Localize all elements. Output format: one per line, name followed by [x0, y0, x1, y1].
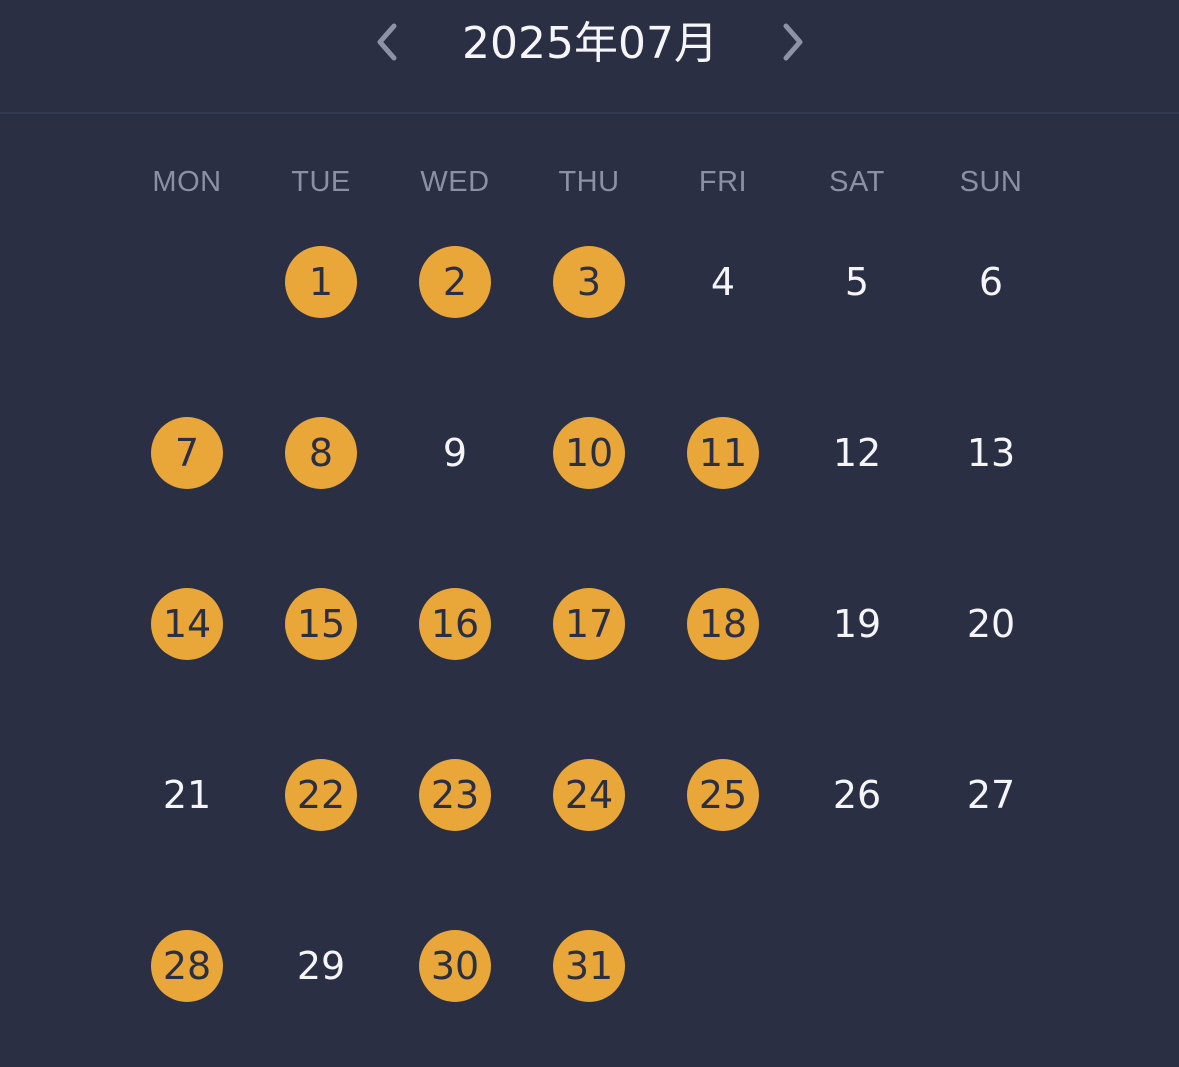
- month-title: 2025年07月: [462, 18, 718, 69]
- calendar-day-13[interactable]: 13: [966, 431, 1016, 475]
- weekday-tue: TUE: [291, 166, 351, 198]
- calendar-day-11[interactable]: 11: [687, 417, 759, 489]
- weekday-header-row: MON TUE WED THU FRI SAT SUN: [120, 160, 1060, 204]
- calendar-day-16[interactable]: 16: [419, 588, 491, 660]
- weekday-thu: THU: [558, 166, 620, 198]
- calendar-day-12[interactable]: 12: [832, 431, 882, 475]
- calendar-day-29[interactable]: 29: [296, 944, 346, 988]
- calendar-day-26[interactable]: 26: [832, 773, 882, 817]
- next-month-button[interactable]: [768, 18, 816, 66]
- calendar-day-14[interactable]: 14: [151, 588, 223, 660]
- calendar-day-21[interactable]: 21: [162, 773, 212, 817]
- calendar-day-8[interactable]: 8: [285, 417, 357, 489]
- calendar-day-18[interactable]: 18: [687, 588, 759, 660]
- calendar-day-25[interactable]: 25: [687, 759, 759, 831]
- calendar-day-grid: 1 2 3 4 5 6 7 8 9 10 11 12 13 14 15 16 17 18 19 20 21 22 23 24 2…: [120, 196, 1060, 1056]
- calendar-day-15[interactable]: 15: [285, 588, 357, 660]
- calendar-day-24[interactable]: 24: [553, 759, 625, 831]
- calendar-day-28[interactable]: 28: [151, 930, 223, 1002]
- previous-month-button[interactable]: [364, 18, 412, 66]
- weekday-fri: FRI: [698, 166, 748, 198]
- weekday-wed: WED: [420, 166, 490, 198]
- calendar-day-5[interactable]: 5: [844, 260, 870, 304]
- calendar-day-17[interactable]: 17: [553, 588, 625, 660]
- calendar-day-27[interactable]: 27: [966, 773, 1016, 817]
- calendar-day-20[interactable]: 20: [966, 602, 1016, 646]
- weekday-sun: SUN: [959, 166, 1023, 198]
- calendar-day-23[interactable]: 23: [419, 759, 491, 831]
- chevron-right-icon: [783, 23, 803, 61]
- calendar-day-31[interactable]: 31: [553, 930, 625, 1002]
- calendar-header: 2025年07月: [0, 0, 1179, 114]
- chevron-left-icon: [377, 23, 397, 61]
- calendar-day-3[interactable]: 3: [553, 246, 625, 318]
- calendar-day-7[interactable]: 7: [151, 417, 223, 489]
- calendar-day-30[interactable]: 30: [419, 930, 491, 1002]
- calendar-day-10[interactable]: 10: [553, 417, 625, 489]
- weekday-mon: MON: [152, 166, 222, 198]
- weekday-sat: SAT: [829, 166, 885, 198]
- calendar-day-6[interactable]: 6: [978, 260, 1004, 304]
- calendar-day-1[interactable]: 1: [285, 246, 357, 318]
- calendar-day-22[interactable]: 22: [285, 759, 357, 831]
- calendar-day-2[interactable]: 2: [419, 246, 491, 318]
- calendar-day-9[interactable]: 9: [442, 431, 468, 475]
- calendar-day-19[interactable]: 19: [832, 602, 882, 646]
- calendar-day-4[interactable]: 4: [710, 260, 736, 304]
